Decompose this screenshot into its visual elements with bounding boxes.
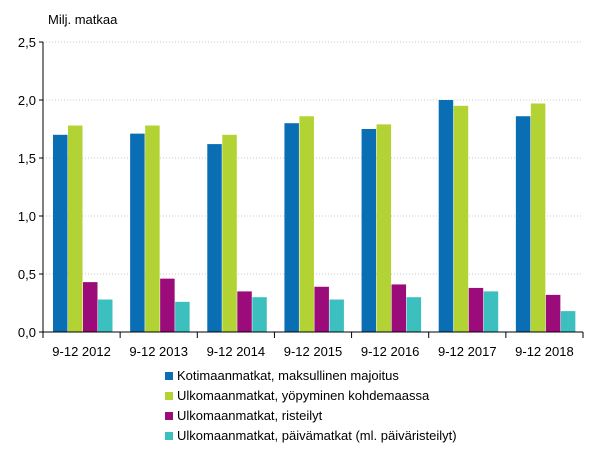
legend-label: Ulkomaanmatkat, päivämatkat (ml. päiväri…: [177, 428, 457, 443]
x-tick-label: 9-12 2014: [207, 344, 266, 359]
bar: [207, 144, 222, 332]
x-tick-label: 9-12 2015: [284, 344, 343, 359]
legend-swatch: [165, 432, 173, 440]
legend-item: Ulkomaanmatkat, päivämatkat (ml. päiväri…: [165, 428, 457, 443]
legend-label: Ulkomaanmatkat, risteilyt: [177, 408, 323, 423]
legend-label: Kotimaanmatkat, maksullinen majoitus: [177, 368, 399, 383]
y-tick-label: 0,5: [18, 267, 36, 282]
bar: [222, 134, 237, 332]
bar: [376, 124, 392, 332]
legend: Kotimaanmatkat, maksullinen majoitus Ulko…: [165, 368, 457, 443]
bar: [406, 297, 422, 332]
bar: [299, 116, 314, 333]
x-tick-label: 9-12 2013: [129, 344, 188, 359]
legend-item: Kotimaanmatkat, maksullinen majoitus: [165, 368, 399, 383]
legend-item: Ulkomaanmatkat, risteilyt: [165, 408, 323, 423]
bar: [145, 125, 160, 333]
legend-label: Ulkomaanmatkat, yöpyminen kohdemaassa: [177, 388, 430, 403]
bars: [53, 100, 576, 333]
legend-swatch: [165, 392, 173, 400]
legend-item: Ulkomaanmatkat, yöpyminen kohdemaassa: [165, 388, 430, 403]
y-axis-unit-label: Milj. matkaa: [48, 12, 118, 27]
bar: [53, 134, 68, 332]
bar: [175, 301, 190, 332]
x-tick-label: 9-12 2016: [361, 344, 420, 359]
legend-swatch: [165, 372, 173, 380]
bar: [483, 291, 499, 332]
bar: [252, 297, 267, 332]
bar: [391, 284, 407, 332]
y-tick-label: 1,5: [18, 151, 36, 166]
bar: [530, 103, 546, 332]
bar: [160, 278, 175, 332]
bar: [98, 299, 113, 332]
bar: [83, 282, 98, 332]
bar: [314, 286, 329, 332]
x-tick-label: 9-12 2017: [438, 344, 497, 359]
bar: [237, 291, 252, 332]
y-tick-label: 1,0: [18, 209, 36, 224]
bar: [515, 116, 531, 333]
legend-swatch: [165, 412, 173, 420]
bar: [545, 294, 561, 332]
bar: [453, 105, 469, 332]
bar: [468, 287, 484, 332]
x-tick-label: 9-12 2018: [515, 344, 574, 359]
bar: [68, 125, 83, 333]
y-tick-label: 2,5: [18, 35, 36, 50]
bar: [560, 311, 576, 332]
y-tick-label: 2,0: [18, 93, 36, 108]
bar: [361, 129, 377, 332]
axes: 0,0 0,5 1,0 1,5 2,0 2,5 9-12 2012 9-12 2013 9-12…: [18, 35, 584, 359]
bar: [284, 123, 299, 332]
bar: [130, 133, 145, 332]
bar: [438, 100, 454, 332]
x-tick-label: 9-12 2012: [52, 344, 111, 359]
bar: [329, 299, 344, 332]
y-tick-label: 0,0: [18, 325, 36, 340]
